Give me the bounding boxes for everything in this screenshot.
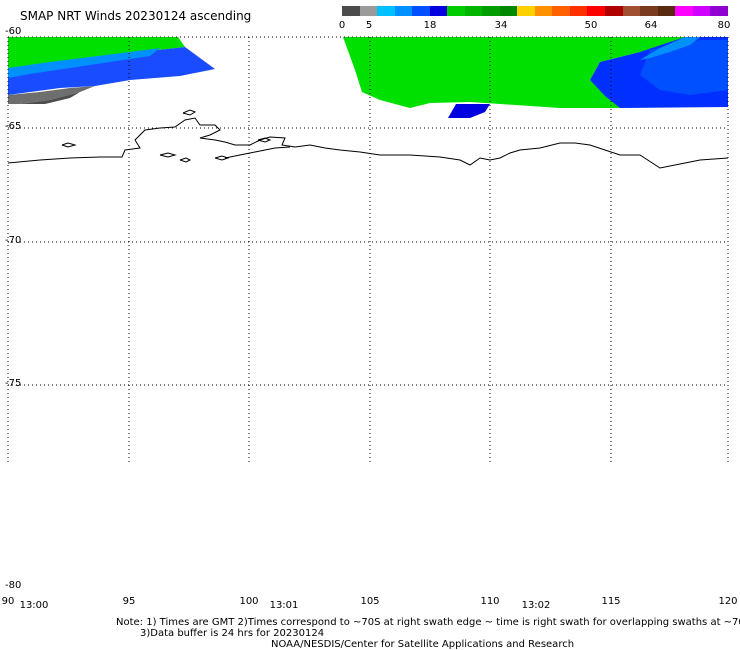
colorbar-segment — [692, 6, 711, 16]
left-swath-dark-gray — [20, 92, 80, 104]
colorbar-segment — [569, 6, 588, 16]
colorbar-segment — [394, 6, 413, 16]
coastline-island-d — [179, 157, 192, 163]
coastline-island-f — [214, 155, 230, 161]
colorbar-segment — [429, 6, 448, 16]
left-swath-blue — [8, 47, 215, 95]
colorbar-segment — [464, 6, 483, 16]
time-label-1300: 13:00 — [19, 600, 49, 611]
right-swath-blue-patch — [448, 104, 490, 118]
coastline-island-e — [257, 137, 272, 143]
coastline-shelf — [224, 146, 291, 159]
colorbar-segment — [675, 6, 693, 16]
lon-label-95: 95 — [122, 596, 136, 607]
lat-label-70: -70 — [5, 235, 22, 246]
lon-label-120: 120 — [718, 596, 738, 607]
colorbar-segment — [552, 6, 570, 16]
left-swath-light-blue — [8, 48, 160, 78]
colorbar-segment — [534, 6, 553, 16]
graticule — [7, 36, 729, 465]
note-line-3: NOAA/NESDIS/Center for Satellite Applica… — [271, 639, 575, 650]
colorbar-segment — [412, 6, 430, 16]
lat-label-75: -75 — [5, 378, 22, 389]
coastline-main — [7, 117, 729, 169]
lat-label-60: -60 — [5, 26, 22, 37]
lon-label-105: 105 — [360, 596, 380, 607]
right-swath-light-blue — [640, 37, 700, 60]
colorbar-segment — [359, 6, 378, 16]
coastline — [7, 109, 729, 169]
colorbar-tick-label: 0 — [338, 20, 346, 31]
colorbar-tick-label: 18 — [423, 20, 437, 31]
colorbar-segment — [342, 6, 360, 16]
colorbar-segment — [710, 6, 728, 16]
left-swath-gray — [8, 86, 95, 104]
colorbar-tick-label: 80 — [717, 20, 731, 31]
coastline-island-b — [182, 109, 197, 116]
colorbar-segment — [499, 6, 518, 16]
note-line-2: 3)Data buffer is 24 hrs for 20230124 — [140, 628, 325, 639]
time-label-1301: 13:01 — [269, 600, 299, 611]
lon-label-100: 100 — [239, 596, 259, 607]
lon-label-110: 110 — [480, 596, 500, 607]
colorbar-segment — [657, 6, 676, 16]
colorbar-segment — [587, 6, 605, 16]
lon-label-90: 90 — [1, 596, 15, 607]
lat-label-80: -80 — [5, 580, 22, 591]
colorbar-tick-label: 34 — [494, 20, 508, 31]
colorbar-segment — [622, 6, 641, 16]
colorbar-segment — [517, 6, 535, 16]
colorbar-segment — [640, 6, 658, 16]
colorbar-segment — [604, 6, 623, 16]
note-line-1: Note: 1) Times are GMT 2)Times correspon… — [116, 617, 740, 628]
time-label-1302: 13:02 — [521, 600, 551, 611]
map-title: SMAP NRT Winds 20230124 ascending — [20, 9, 252, 23]
colorbar-tick-label: 64 — [644, 20, 658, 31]
left-swath — [8, 37, 215, 104]
colorbar-segment — [377, 6, 395, 16]
right-swath — [343, 37, 728, 118]
colorbar-segment — [447, 6, 465, 16]
coastline-island-c — [159, 152, 177, 158]
lon-label-115: 115 — [601, 596, 621, 607]
colorbar-tick-label: 5 — [365, 20, 373, 31]
lat-label-65: -65 — [5, 121, 22, 132]
wind-speed-colorbar — [342, 6, 728, 16]
colorbar-segment — [482, 6, 500, 16]
colorbar-tick-label: 50 — [584, 20, 598, 31]
right-swath-green — [343, 37, 685, 108]
coastline-island-a — [61, 142, 77, 148]
